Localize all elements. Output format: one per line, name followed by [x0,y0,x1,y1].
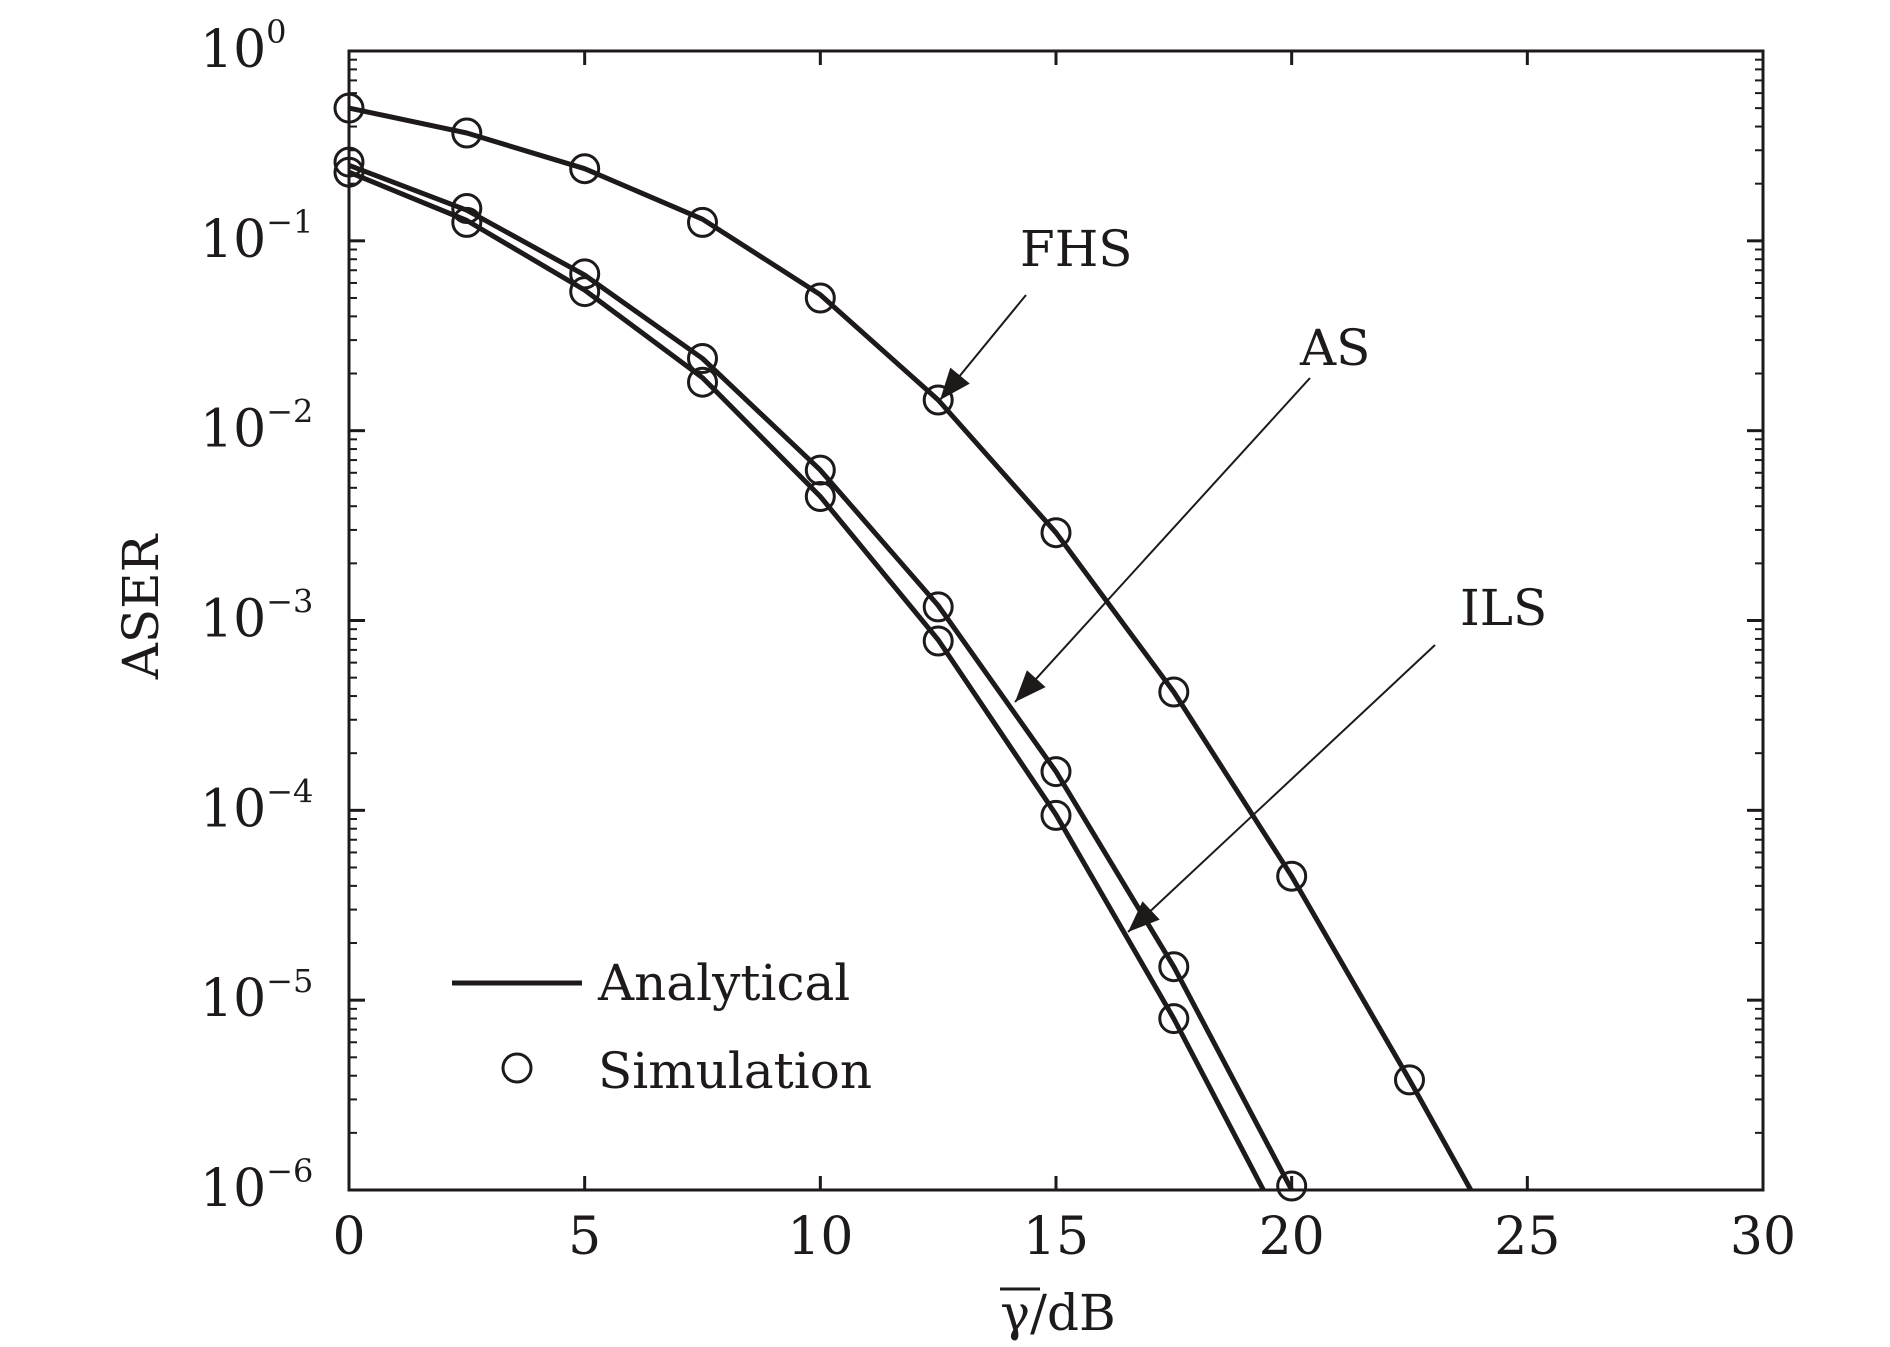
curve-as-analytical [348,162,1294,1192]
marker-fhs-simulation [1040,517,1072,549]
marker-as-simulation [1040,756,1072,788]
marker-ils-simulation [451,206,483,238]
marker-ils-simulation [1158,1003,1190,1035]
axis-tick-labels: 0 5 10 15 20 25 30 100 10−1 10−2 10−3 10−4 10−5 10−6 [200,13,1796,1267]
x-tick-label: 15 [1023,1207,1089,1267]
annotation-ils: ILS [1460,579,1547,637]
x-tick-label: 25 [1494,1207,1560,1267]
annotation-as: AS [1299,319,1370,377]
annotation-arrow-as [1014,377,1311,703]
y-tick-label: 10−6 [200,1152,313,1219]
marker-as-simulation [922,591,954,623]
marker-fhs-simulation [451,117,483,149]
marker-fhs-simulation [1394,1064,1425,1096]
y-tick-label: 10−3 [200,583,313,650]
y-tick-label: 10−5 [200,962,313,1029]
y-axis-label: ASER [112,533,170,680]
annotation-arrowhead-ils [1128,901,1160,932]
y-tick-label: 10−1 [200,203,313,270]
y-tick-label: 10−4 [200,772,313,839]
legend: Analytical Simulation [452,954,872,1100]
y-tick-label: 100 [200,13,287,80]
axis-ticks [347,49,1765,1192]
curve-fhs-analytical [348,105,1473,1192]
x-tick-label: 10 [787,1207,853,1267]
y-tick-label: 10−2 [200,393,313,460]
marker-fhs-simulation [1276,860,1308,892]
marker-ils-simulation [687,366,718,398]
marker-fhs-simulation [687,206,718,238]
marker-as-simulation [804,454,836,486]
annotation-arrowhead-fhs [940,367,970,400]
annotation-fhs: FHS [1020,220,1133,278]
marker-fhs-simulation [569,153,601,185]
x-tick-label: 0 [332,1207,365,1267]
legend-label-simulation: Simulation [598,1042,872,1100]
x-axis-label: γ/dB [1000,1284,1115,1342]
marker-as-simulation [1158,951,1190,983]
curve-ils-analytical [348,169,1266,1192]
x-tick-label: 5 [568,1207,601,1267]
marker-as-simulation [1276,1170,1308,1202]
annotations: FHS AS ILS [939,220,1547,933]
marker-as-simulation [687,343,718,374]
legend-circle-marker [501,1052,533,1084]
annotation-arrow-ils [1127,644,1436,933]
marker-ils-simulation [1040,799,1072,831]
marker-fhs-simulation [1158,676,1190,708]
plot-area [333,92,1473,1202]
legend-label-analytical: Analytical [597,954,850,1012]
marker-fhs-simulation [804,282,836,314]
x-tick-label: 20 [1259,1207,1325,1267]
marker-ils-simulation [804,481,836,512]
marker-ils-simulation [569,276,601,308]
marker-ils-simulation [922,625,954,657]
marker-fhs-simulation [922,384,954,416]
x-tick-label: 30 [1730,1207,1796,1267]
annotation-arrowhead-as [1015,670,1046,702]
